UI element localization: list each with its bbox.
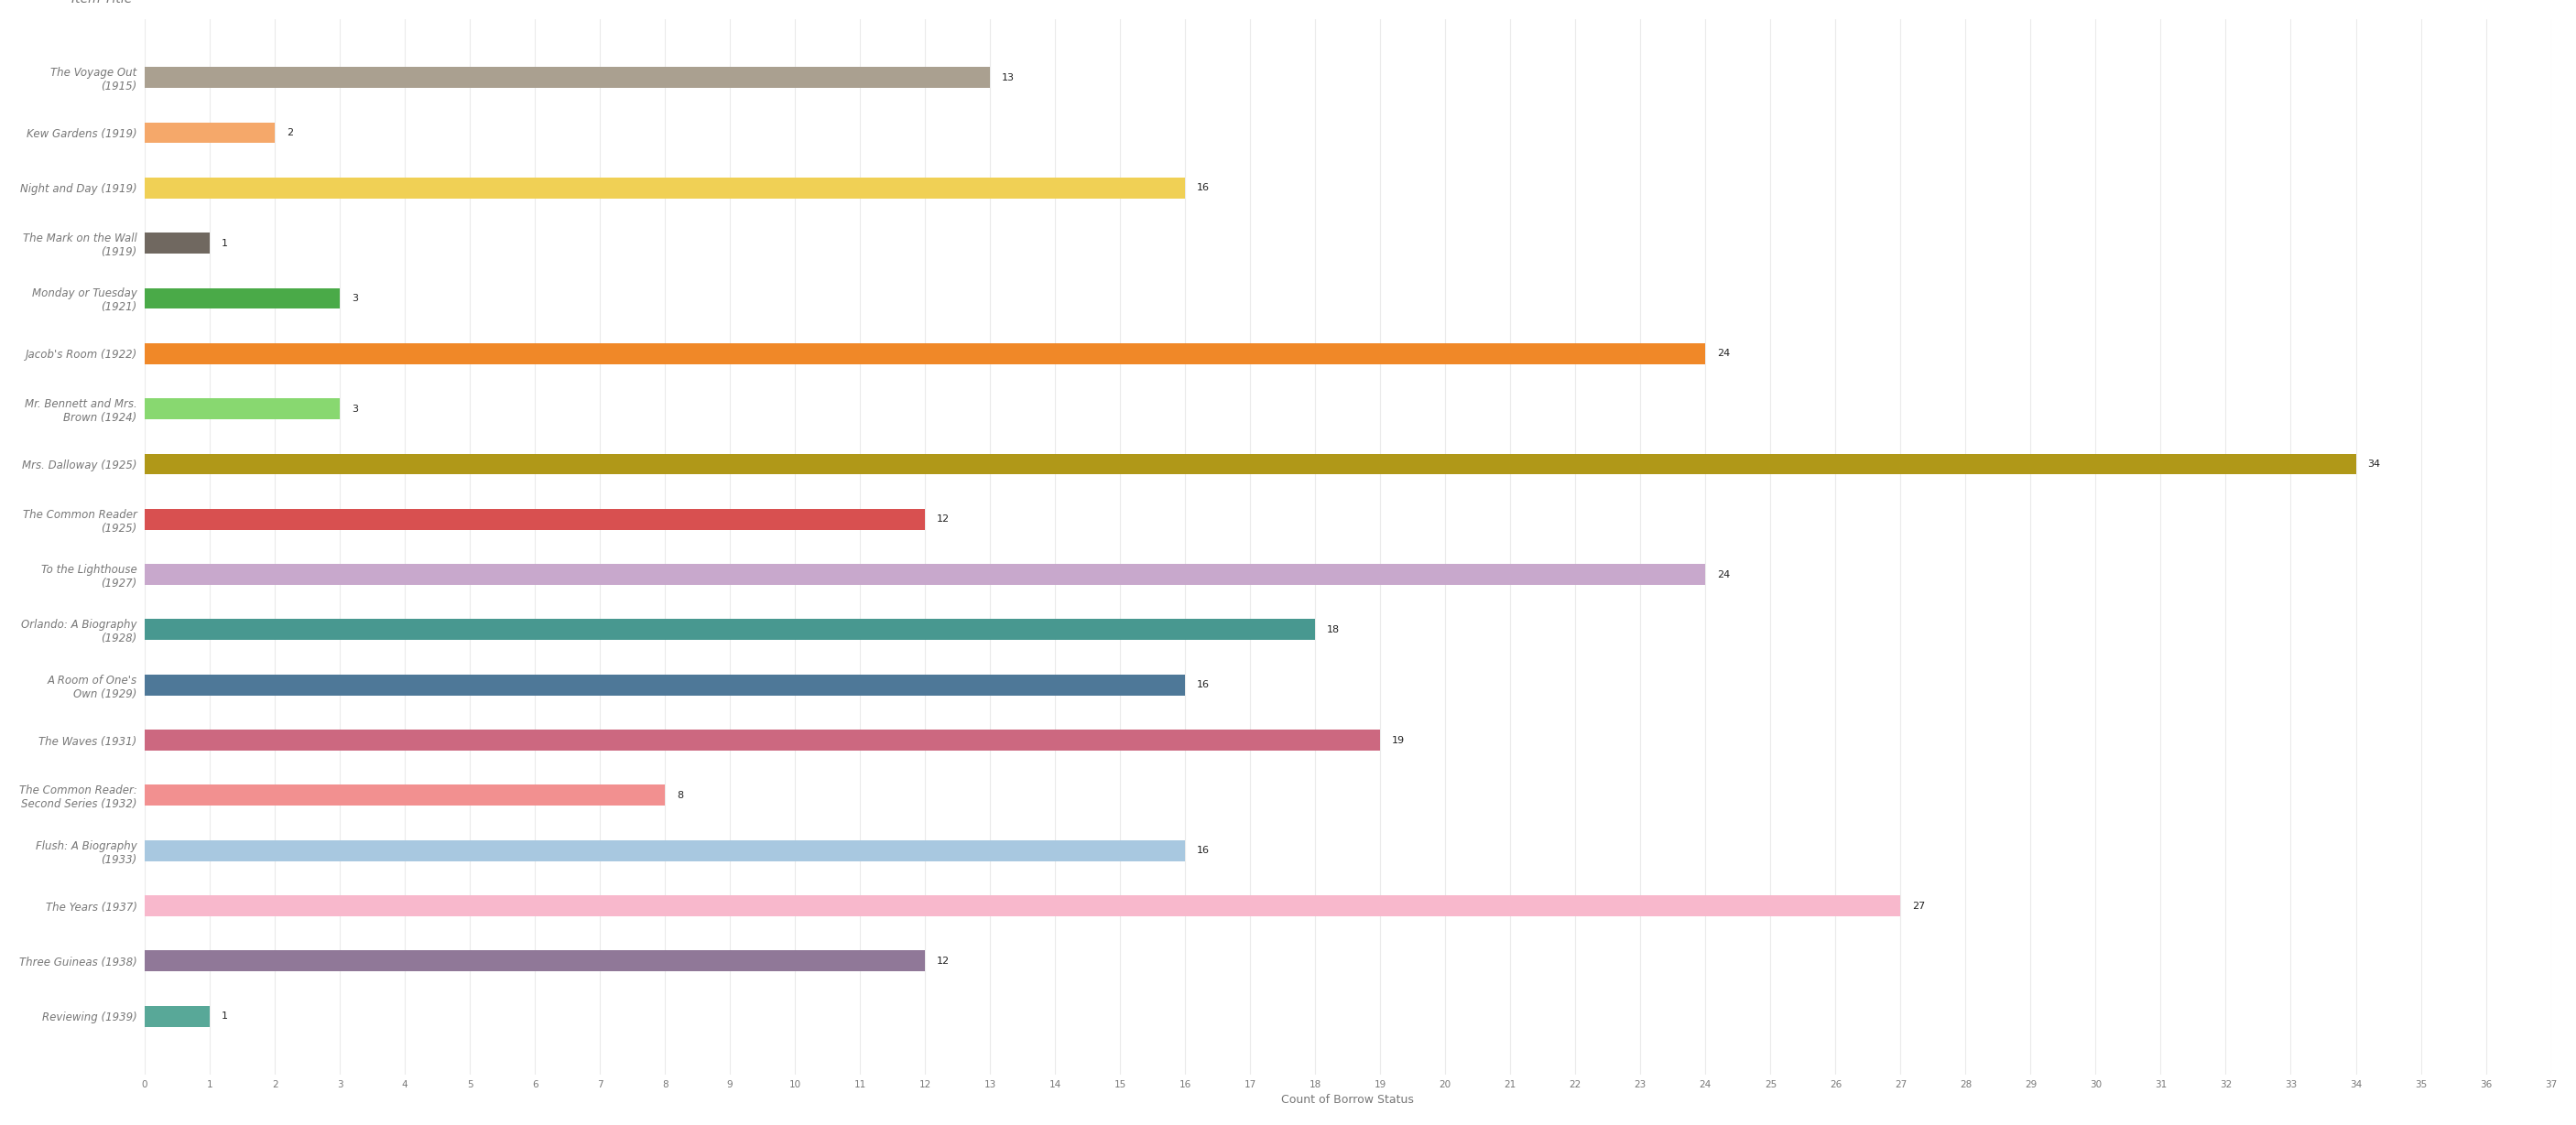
Text: Item Title: Item Title	[72, 0, 131, 6]
X-axis label: Count of Borrow Status: Count of Borrow Status	[1280, 1094, 1414, 1106]
Text: 16: 16	[1198, 681, 1211, 690]
Text: 27: 27	[1911, 901, 1924, 910]
Text: 1: 1	[222, 1011, 227, 1020]
Bar	[144, 343, 1705, 364]
Text: 34: 34	[2367, 459, 2380, 469]
Text: 3: 3	[350, 294, 358, 303]
Text: 16: 16	[1198, 846, 1211, 855]
Text: 19: 19	[1391, 736, 1404, 745]
Text: 12: 12	[938, 956, 951, 965]
Bar	[144, 123, 276, 143]
Bar	[144, 619, 1316, 640]
Bar	[144, 840, 1185, 861]
Bar	[144, 288, 340, 309]
Text: 16: 16	[1198, 183, 1211, 192]
Text: 3: 3	[350, 404, 358, 413]
Bar	[144, 1006, 209, 1027]
Text: 24: 24	[1718, 570, 1731, 579]
Bar	[144, 730, 1381, 750]
Bar	[144, 178, 1185, 198]
Bar	[144, 509, 925, 530]
Text: 1: 1	[222, 239, 227, 248]
Bar	[144, 896, 1901, 916]
Bar	[144, 675, 1185, 695]
Bar	[144, 453, 2357, 475]
Text: 18: 18	[1327, 626, 1340, 634]
Bar	[144, 951, 925, 972]
Text: 24: 24	[1718, 349, 1731, 358]
Bar	[144, 785, 665, 806]
Text: 13: 13	[1002, 73, 1015, 82]
Text: 2: 2	[286, 128, 294, 137]
Bar	[144, 233, 209, 253]
Bar	[144, 564, 1705, 585]
Text: 12: 12	[938, 515, 951, 524]
Text: 8: 8	[677, 791, 683, 800]
Bar	[144, 398, 340, 420]
Bar	[144, 68, 989, 88]
